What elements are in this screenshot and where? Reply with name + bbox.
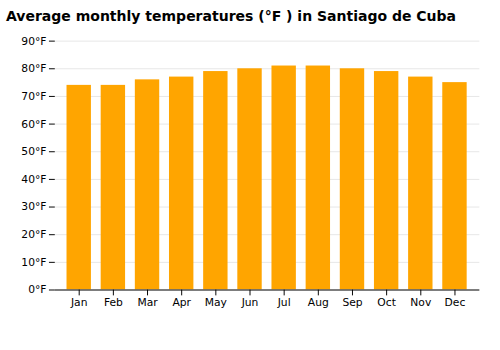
svg-text:50°F: 50°F: [21, 145, 46, 158]
svg-text:Jul: Jul: [277, 296, 291, 309]
svg-text:Nov: Nov: [410, 296, 432, 309]
svg-text:Sep: Sep: [342, 296, 362, 309]
svg-text:80°F: 80°F: [21, 62, 46, 75]
svg-text:90°F: 90°F: [21, 35, 46, 48]
svg-text:Feb: Feb: [104, 296, 123, 309]
svg-text:May: May: [205, 296, 228, 309]
svg-text:Aug: Aug: [308, 296, 329, 309]
svg-text:10°F: 10°F: [21, 256, 46, 269]
svg-text:60°F: 60°F: [21, 118, 46, 131]
svg-text:Jan: Jan: [70, 296, 88, 309]
svg-text:70°F: 70°F: [21, 90, 46, 103]
svg-text:20°F: 20°F: [21, 228, 46, 241]
svg-text:30°F: 30°F: [21, 200, 46, 213]
svg-text:40°F: 40°F: [21, 173, 46, 186]
html-text:Average monthly temperatures (: Average monthly temperatures (°F ) in Sa…: [6, 8, 456, 24]
svg-text:Oct: Oct: [377, 296, 396, 309]
svg-text:Jun: Jun: [241, 296, 259, 309]
svg-text:Apr: Apr: [172, 296, 191, 309]
svg-text:Dec: Dec: [445, 296, 466, 309]
svg-text:0°F: 0°F: [28, 283, 46, 296]
svg-text:Mar: Mar: [137, 296, 158, 309]
